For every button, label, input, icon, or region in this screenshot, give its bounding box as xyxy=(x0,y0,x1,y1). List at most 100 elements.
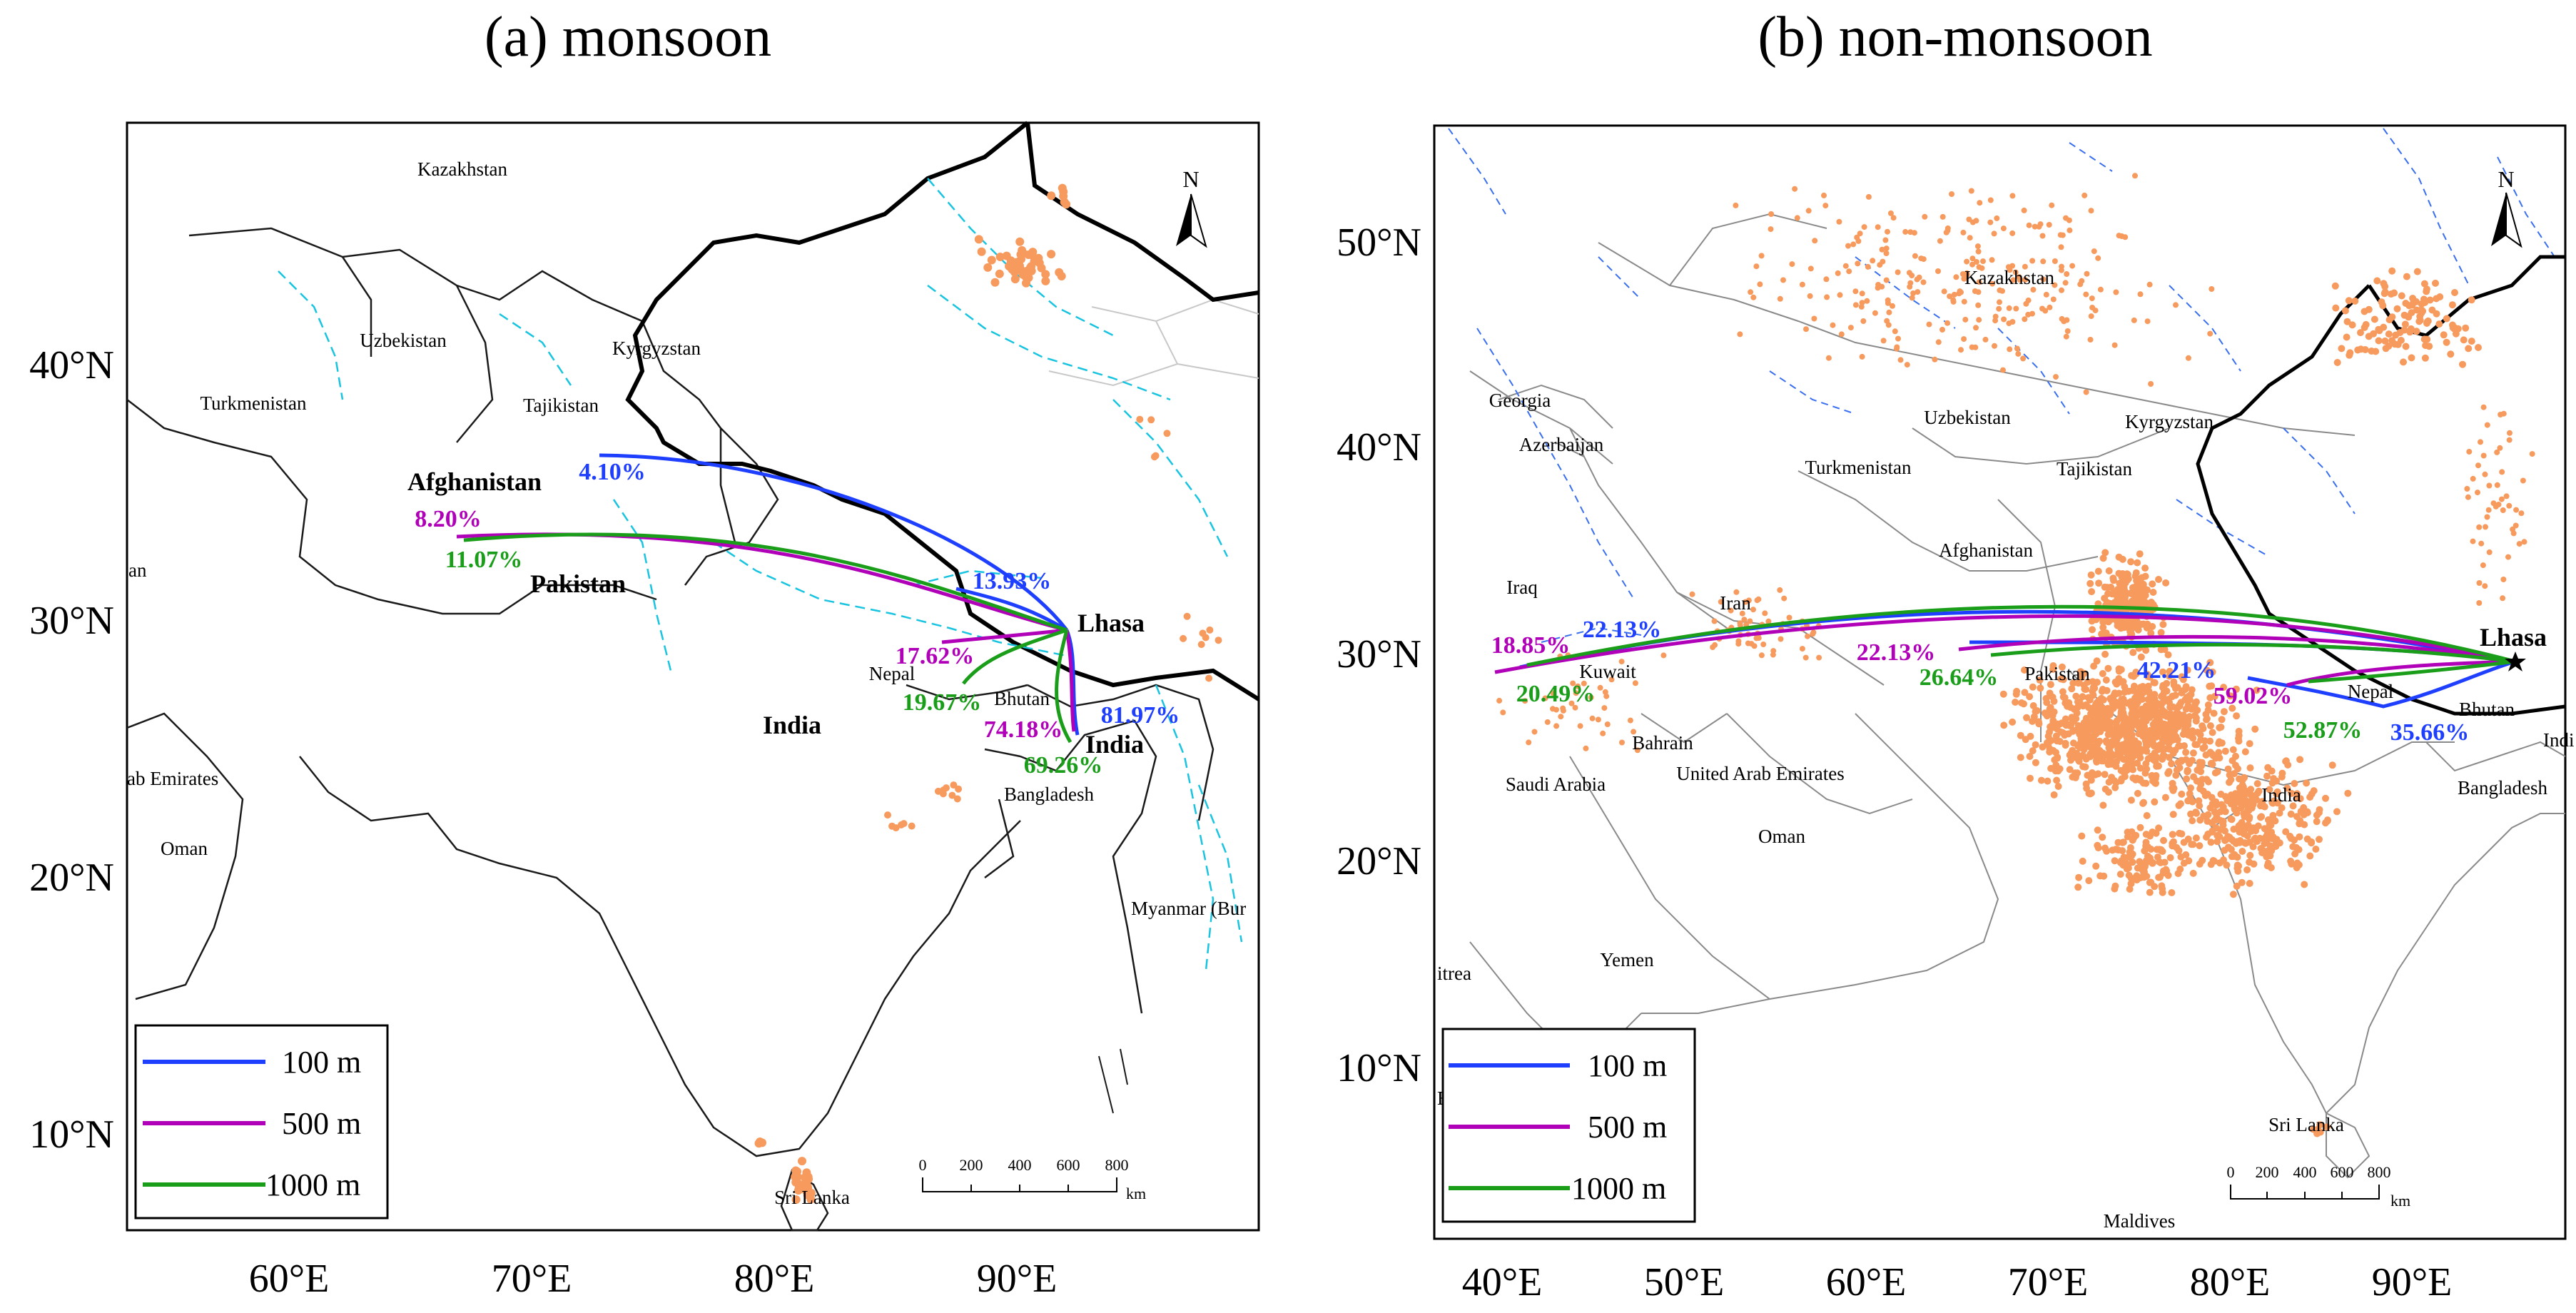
fire-point xyxy=(2192,834,2200,842)
fire-point xyxy=(2436,293,2444,300)
fire-point xyxy=(2212,798,2220,806)
fire-point xyxy=(1597,684,1603,691)
fire-point xyxy=(2500,577,2507,582)
fire-point xyxy=(2043,291,2049,298)
fire-point xyxy=(2098,630,2106,638)
fire-point xyxy=(2409,295,2417,302)
fire-point xyxy=(1838,331,1845,338)
fire-point xyxy=(1745,640,1751,647)
fire-point xyxy=(2101,650,2109,658)
fire-point xyxy=(2087,710,2094,717)
fire-point xyxy=(2059,287,2064,293)
fire-point xyxy=(2116,871,2124,878)
fire-point xyxy=(2188,705,2196,713)
fire-point xyxy=(1975,248,1982,255)
fire-point xyxy=(2223,861,2231,869)
fire-point xyxy=(2443,315,2450,323)
fire-point xyxy=(2069,727,2076,735)
fire-point xyxy=(2462,324,2470,332)
fire-point xyxy=(2246,880,2253,887)
fire-point xyxy=(2035,720,2043,728)
fire-point xyxy=(2388,267,2396,275)
fire-point xyxy=(2301,881,2308,888)
fire-point xyxy=(2207,838,2215,846)
fire-point xyxy=(2026,753,2034,760)
fire-point xyxy=(1781,595,1788,602)
fire-point xyxy=(2134,592,2141,599)
fire-point xyxy=(2109,696,2117,704)
scale-b-0: 0 xyxy=(2227,1163,2235,1181)
fire-point xyxy=(2105,567,2113,574)
fire-point xyxy=(2176,829,2184,837)
fire-point xyxy=(2088,313,2094,320)
label-b-georgia: Georgia xyxy=(1489,390,1551,411)
fire-point xyxy=(2215,739,2223,747)
fire-point xyxy=(1754,597,1760,604)
fire-point xyxy=(2127,558,2135,566)
fire-point xyxy=(1789,261,1795,268)
fire-point xyxy=(2241,774,2248,781)
fire-point xyxy=(2062,721,2070,729)
fire-point xyxy=(2176,701,2184,709)
label-b-sri-lanka: Sri Lanka xyxy=(2268,1114,2344,1135)
fire-point xyxy=(1583,745,1589,751)
fire-point xyxy=(2435,320,2443,328)
fire-point xyxy=(2361,308,2368,315)
fire-point xyxy=(2269,811,2277,819)
fire-point xyxy=(1215,637,1222,644)
fire-point xyxy=(2210,709,2218,717)
fire-point xyxy=(2332,304,2340,312)
fire-point xyxy=(2283,784,2291,792)
fire-point xyxy=(2221,747,2229,755)
fire-point xyxy=(2146,888,2154,896)
fire-point xyxy=(1037,263,1046,273)
fire-point xyxy=(2142,831,2150,838)
pct-b-500m-3: 59.02% xyxy=(2214,683,2293,709)
fire-point xyxy=(1837,292,1843,298)
fire-point xyxy=(1041,270,1050,279)
fire-point xyxy=(1777,587,1783,593)
label-b-iran: Iran xyxy=(1720,592,1751,614)
pct-a-1000m-3: 69.26% xyxy=(1024,752,1103,779)
label-lhasa-b: Lhasa xyxy=(2480,623,2547,652)
fire-point xyxy=(2161,858,2169,866)
fire-point xyxy=(2187,784,2194,792)
north-arrow-a-left xyxy=(1176,194,1191,246)
legend-a-500m: 500 m xyxy=(282,1106,361,1141)
scale-a-800: 800 xyxy=(1105,1156,1129,1174)
fire-point xyxy=(1718,599,1724,605)
fire-point xyxy=(2443,338,2450,346)
fire-point xyxy=(2341,307,2349,315)
fire-point xyxy=(1883,277,1890,283)
fire-point xyxy=(2056,765,2064,773)
fire-point xyxy=(1750,607,1756,613)
fire-point xyxy=(2206,659,2214,666)
fire-point xyxy=(1711,618,1718,624)
fire-point xyxy=(1966,216,1972,223)
fire-point xyxy=(2179,719,2187,726)
fire-point xyxy=(1822,203,1829,209)
fire-point xyxy=(1604,721,1611,727)
fire-point xyxy=(2054,721,2062,729)
fire-point xyxy=(2269,843,2277,851)
fire-point xyxy=(2499,469,2505,475)
fire-point xyxy=(1823,276,1830,283)
fire-point xyxy=(2111,342,2118,348)
fire-point xyxy=(2129,649,2137,656)
fire-point xyxy=(1627,717,1633,724)
fire-point xyxy=(2308,790,2316,798)
traj-a-100m-2 xyxy=(955,587,1068,632)
fire-point xyxy=(2122,860,2130,868)
fire-point xyxy=(1751,643,1758,649)
tick-b-lon-90: 90°E xyxy=(2372,1260,2453,1304)
fire-point xyxy=(2217,791,2225,798)
fire-point xyxy=(2085,704,2093,711)
fire-point xyxy=(1733,589,1740,595)
fire-point xyxy=(2163,710,2171,718)
fire-point xyxy=(2263,772,2271,780)
fire-point xyxy=(1802,654,1809,661)
fire-point xyxy=(2092,701,2099,708)
fire-point xyxy=(2016,274,2022,280)
fire-point xyxy=(2448,301,2456,309)
fire-point xyxy=(2228,704,2236,712)
